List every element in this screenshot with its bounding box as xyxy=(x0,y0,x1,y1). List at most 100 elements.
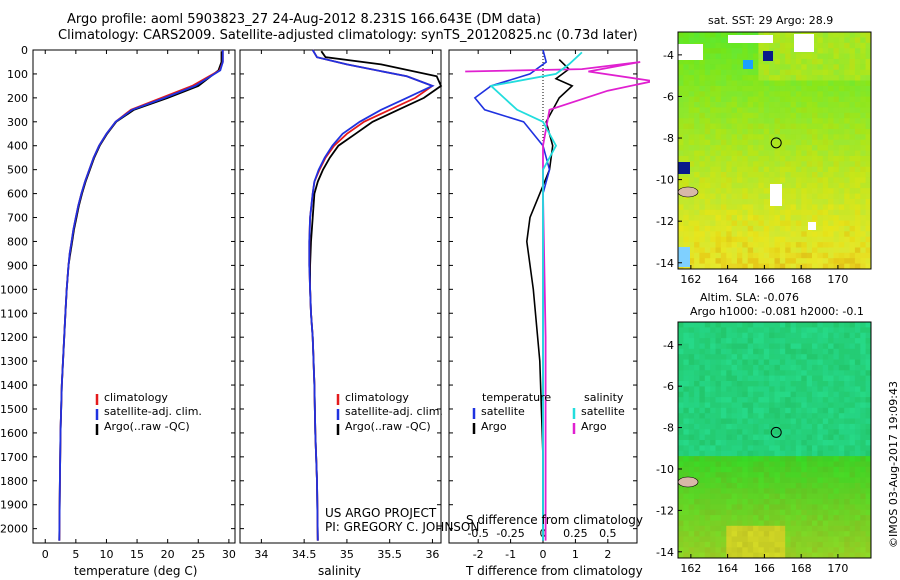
map-cell xyxy=(838,150,845,157)
map-cell xyxy=(854,53,861,60)
map-cell xyxy=(854,386,861,393)
map-cell xyxy=(795,85,802,92)
map-cell xyxy=(737,456,743,462)
map-cell xyxy=(844,397,850,403)
map-cell xyxy=(849,134,856,141)
map-cell xyxy=(806,150,813,157)
map-cell xyxy=(699,413,706,419)
map-cell xyxy=(844,177,850,184)
map-cell xyxy=(737,96,743,103)
map-cell xyxy=(753,348,759,355)
sst-map-title: sat. SST: 29 Argo: 28.9 xyxy=(708,14,834,27)
map-cell xyxy=(860,354,867,360)
map-cell xyxy=(817,172,824,178)
map-cell xyxy=(790,123,797,130)
map-cell xyxy=(726,482,733,489)
map-cell xyxy=(854,188,861,194)
map-cell xyxy=(694,397,700,403)
map-cell xyxy=(742,370,749,377)
map-cell xyxy=(715,450,722,457)
map-cell xyxy=(795,386,802,393)
lat-tick-label: -8 xyxy=(663,422,674,435)
map-cell xyxy=(828,332,834,339)
map-cell xyxy=(849,531,856,537)
map-cell xyxy=(828,80,834,87)
map-cell xyxy=(726,161,733,168)
map-cell xyxy=(704,123,711,130)
map-cell xyxy=(828,515,834,521)
map-cell xyxy=(785,231,791,238)
map-cell xyxy=(779,525,786,532)
map-cell xyxy=(865,129,872,135)
map-cell xyxy=(860,247,867,254)
map-cell xyxy=(854,322,861,328)
map-cell xyxy=(683,547,690,554)
map-cell xyxy=(844,32,850,38)
map-cell xyxy=(817,370,824,377)
map-cell xyxy=(790,466,797,473)
map-cell xyxy=(694,263,700,270)
map-cell xyxy=(720,445,727,452)
map-cell xyxy=(785,402,791,409)
map-cell xyxy=(720,348,727,355)
map-cell xyxy=(726,209,733,216)
map-cell xyxy=(710,541,716,548)
map-cell xyxy=(704,456,711,462)
map-cell xyxy=(860,402,867,409)
map-cell xyxy=(678,80,684,87)
map-cell xyxy=(817,215,824,221)
map-cell xyxy=(704,423,711,430)
map-cell xyxy=(806,402,813,409)
map-cell xyxy=(844,499,850,505)
map-cell xyxy=(806,161,813,168)
map-cell xyxy=(720,172,727,178)
map-cell xyxy=(844,418,850,425)
map-cell xyxy=(720,220,727,227)
map-cell xyxy=(694,231,700,238)
map-cell xyxy=(806,541,813,548)
map-cell xyxy=(785,440,791,446)
map-cell xyxy=(844,445,850,452)
map-cell xyxy=(753,359,759,366)
map-cell xyxy=(704,172,711,178)
map-cell xyxy=(753,236,759,243)
map-cell xyxy=(737,91,743,98)
map-cell xyxy=(737,413,743,419)
map-cell xyxy=(731,461,738,468)
map-cell xyxy=(774,242,781,248)
map-cell xyxy=(860,96,867,103)
map-cell xyxy=(769,391,775,398)
map-cell xyxy=(720,531,727,537)
map-cell xyxy=(849,338,856,344)
map-cell xyxy=(779,472,786,478)
map-cell xyxy=(747,193,754,200)
map-cell xyxy=(795,456,802,462)
map-cell xyxy=(742,225,749,232)
map-cell xyxy=(715,91,722,98)
map-cell xyxy=(726,48,733,54)
map-cell xyxy=(854,434,861,441)
map-cell xyxy=(704,58,711,65)
map-cell xyxy=(747,327,754,334)
map-cell xyxy=(801,242,808,248)
map-cell xyxy=(710,42,716,49)
map-cell xyxy=(710,64,716,71)
map-cell xyxy=(854,520,861,527)
map-cell xyxy=(704,177,711,184)
map-cell xyxy=(812,172,818,178)
map-cell xyxy=(720,139,727,146)
map-cell xyxy=(849,520,856,527)
map-cell xyxy=(699,129,706,135)
map-cell xyxy=(726,107,733,114)
map-cell xyxy=(683,525,690,532)
map-cell xyxy=(694,96,700,103)
map-cell xyxy=(704,134,711,141)
map-cell xyxy=(785,348,791,355)
map-cell xyxy=(694,172,700,178)
map-cell xyxy=(747,482,754,489)
map-cell xyxy=(678,209,684,216)
map-cell xyxy=(688,225,695,232)
map-cell xyxy=(822,91,829,98)
map-cell xyxy=(865,64,872,71)
map-cell xyxy=(737,407,743,414)
